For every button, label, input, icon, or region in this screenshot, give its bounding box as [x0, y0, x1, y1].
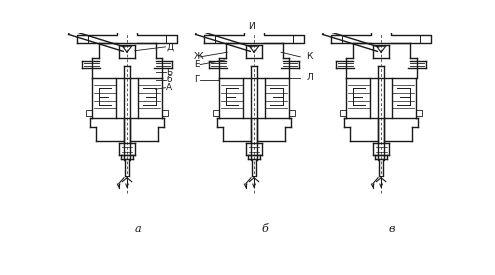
Bar — [341, 110, 346, 116]
Text: Л: Л — [306, 73, 313, 82]
Text: Г: Г — [194, 75, 199, 84]
Text: б: б — [262, 224, 268, 234]
Bar — [416, 110, 422, 116]
Text: И: И — [248, 21, 254, 31]
Text: а: а — [135, 224, 142, 234]
Bar — [86, 110, 93, 116]
Text: Е: Е — [194, 60, 199, 69]
Text: А: А — [166, 83, 172, 92]
Text: Ж: Ж — [194, 52, 203, 61]
Text: Д: Д — [166, 42, 173, 51]
Bar — [289, 110, 295, 116]
Bar — [162, 110, 168, 116]
Text: Б: Б — [166, 68, 172, 77]
Text: б: б — [166, 75, 172, 84]
Bar — [213, 110, 219, 116]
Text: К: К — [306, 52, 313, 61]
Text: в: в — [389, 224, 396, 234]
